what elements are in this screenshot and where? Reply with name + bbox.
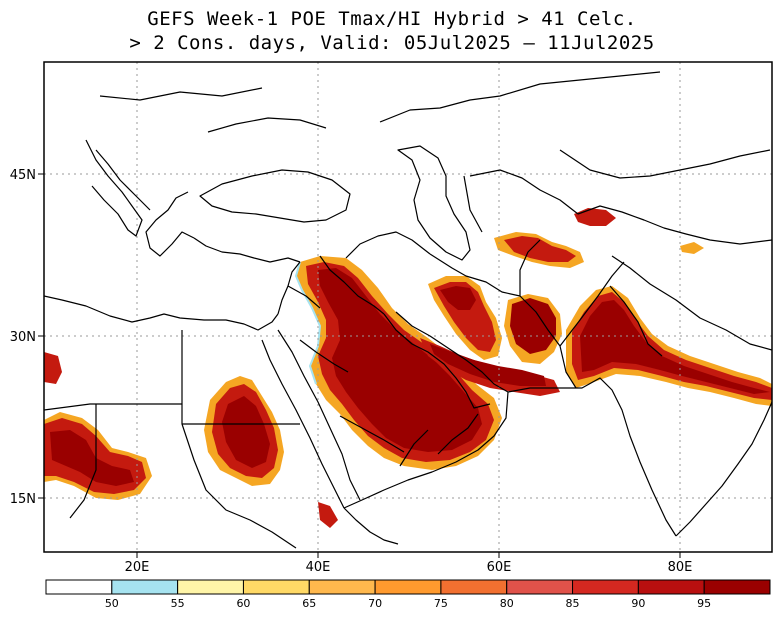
heat-region-arabia-peak (318, 268, 482, 452)
probability-shading (44, 208, 772, 528)
heat-region-sahel-west-peak (50, 430, 134, 486)
heat-region-afghanistan-core (510, 298, 556, 354)
colorbar-label: 95 (697, 597, 711, 610)
tick-marks (38, 173, 681, 558)
lat-tick-label: 15N (10, 492, 36, 507)
map-content (44, 62, 772, 552)
colorbar-swatch (308, 579, 376, 595)
borders-coastlines (44, 71, 772, 549)
heat-region-pakistan-india-peak (580, 300, 770, 394)
colorbar-swatch (637, 579, 705, 595)
heat-region-eritrea (318, 502, 338, 528)
map-background (44, 62, 772, 552)
heat-region-sudan-peak (222, 396, 270, 468)
heat-region-fringe (294, 261, 322, 385)
map-title-line-2: > 2 Cons. days, Valid: 05Jul2025 – 11Jul… (129, 32, 655, 54)
heat-region-west-sahara (44, 352, 62, 384)
colorbar-swatch (572, 579, 639, 595)
colorbar-swatch (111, 579, 179, 595)
colorbar-label: 50 (105, 597, 119, 610)
heat-region-tajik (680, 242, 704, 254)
map-frame (43, 61, 773, 553)
lat-tick-label: 30N (10, 330, 36, 345)
lon-tick-label: 80E (668, 560, 693, 575)
lon-tick-label: 40E (306, 560, 331, 575)
lon-tick-label: 60E (487, 560, 512, 575)
colorbar-swatch (374, 579, 442, 595)
colorbar: 50 55 60 65 70 75 80 85 90 95 (45, 579, 771, 610)
colorbar-label: 75 (434, 597, 448, 610)
heat-region-south-iran-peak (430, 344, 546, 386)
lat-tick-label: 45N (10, 168, 36, 183)
graticule (44, 62, 772, 552)
heat-region-uzbek (574, 208, 616, 226)
colorbar-swatch (440, 579, 508, 595)
colorbar-swatch (177, 579, 244, 595)
colorbar-label: 65 (302, 597, 316, 610)
colorbar-label: 60 (236, 597, 250, 610)
heat-region-central-iran-peak (440, 286, 476, 310)
lon-tick-label: 20E (125, 560, 150, 575)
colorbar-label: 80 (500, 597, 514, 610)
colorbar-label: 85 (566, 597, 580, 610)
map-title-line-1: GEFS Week-1 POE Tmax/HI Hybrid > 41 Celc… (147, 8, 637, 30)
heat-region-turkmenistan-core (504, 236, 576, 262)
colorbar-swatch (703, 579, 771, 595)
colorbar-label: 90 (631, 597, 645, 610)
colorbar-swatch (242, 579, 310, 595)
colorbar-label: 70 (368, 597, 382, 610)
colorbar-label: 55 (171, 597, 185, 610)
colorbar-swatch (45, 579, 113, 595)
colorbar-swatch (506, 579, 574, 595)
